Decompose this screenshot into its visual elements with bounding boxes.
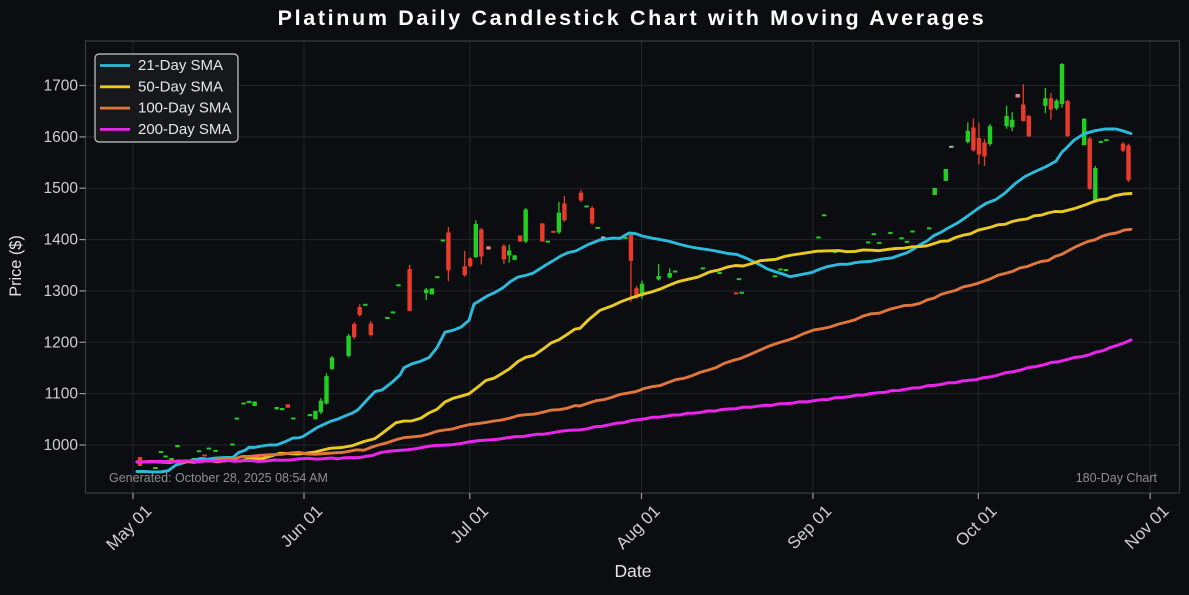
svg-text:180-Day Chart: 180-Day Chart (1076, 471, 1158, 485)
svg-text:21-Day SMA: 21-Day SMA (138, 57, 223, 74)
svg-text:1300: 1300 (44, 283, 79, 300)
svg-text:Price ($): Price ($) (7, 235, 25, 297)
svg-text:Platinum Daily Candlestick Cha: Platinum Daily Candlestick Chart with Mo… (278, 6, 987, 30)
svg-text:200-Day SMA: 200-Day SMA (138, 121, 231, 138)
svg-text:1000: 1000 (44, 437, 79, 454)
svg-text:Date: Date (615, 561, 652, 581)
svg-text:100-Day SMA: 100-Day SMA (138, 100, 231, 117)
svg-text:1400: 1400 (44, 232, 79, 249)
svg-text:50-Day SMA: 50-Day SMA (138, 78, 223, 95)
svg-text:1100: 1100 (45, 386, 79, 403)
svg-text:1200: 1200 (44, 334, 79, 351)
svg-text:1500: 1500 (44, 180, 79, 197)
svg-text:1600: 1600 (44, 129, 79, 146)
svg-text:Generated: October 28, 2025 08: Generated: October 28, 2025 08:54 AM (109, 471, 328, 485)
svg-text:1700: 1700 (44, 78, 79, 95)
